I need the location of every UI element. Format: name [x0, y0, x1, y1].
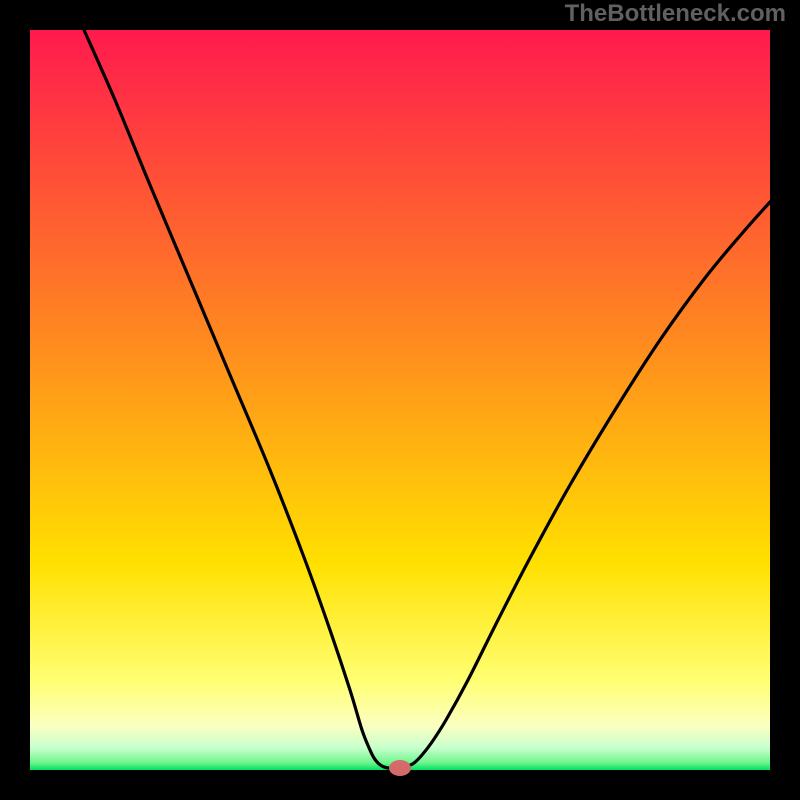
watermark-text: TheBottleneck.com: [565, 0, 786, 28]
chart-frame: TheBottleneck.com: [0, 0, 800, 800]
bottleneck-curve: [0, 0, 800, 800]
optimal-point-marker: [389, 760, 411, 776]
